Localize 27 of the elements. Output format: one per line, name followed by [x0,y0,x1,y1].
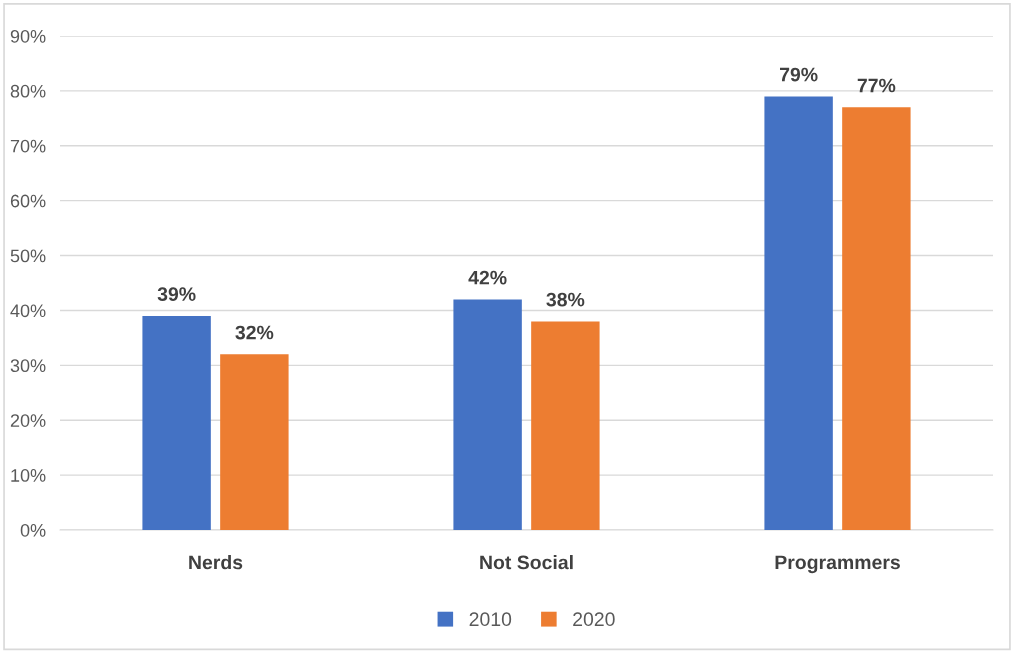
y-tick-label: 70% [10,139,46,153]
y-tick-label: 60% [10,194,46,208]
bar [220,354,289,530]
legend-label: 2020 [573,612,615,627]
data-label: 39% [157,287,196,302]
bar [142,315,211,530]
y-tick-label: 30% [10,359,46,373]
legend-label: 2010 [469,612,512,627]
x-tick-label: Nerds [189,555,243,570]
x-tick-label: Not Social [480,555,573,570]
data-label: 79% [780,67,818,82]
bar [842,107,911,530]
y-tick-label: 40% [10,304,46,318]
y-tick-label: 90% [10,29,46,43]
bar [531,321,600,530]
bar [453,299,522,530]
y-tick-label: 10% [11,469,46,482]
y-tick-label: 80% [10,84,46,98]
y-tick-label: 20% [10,414,46,427]
y-tick-label: 50% [10,249,46,263]
bar [764,96,833,530]
data-label: 42% [468,270,507,285]
x-tick-label: Programmers [775,555,900,574]
data-label: 32% [235,325,274,340]
y-tick-label: 0% [20,523,46,537]
data-label: 38% [546,292,585,307]
data-label: 77% [857,78,896,93]
